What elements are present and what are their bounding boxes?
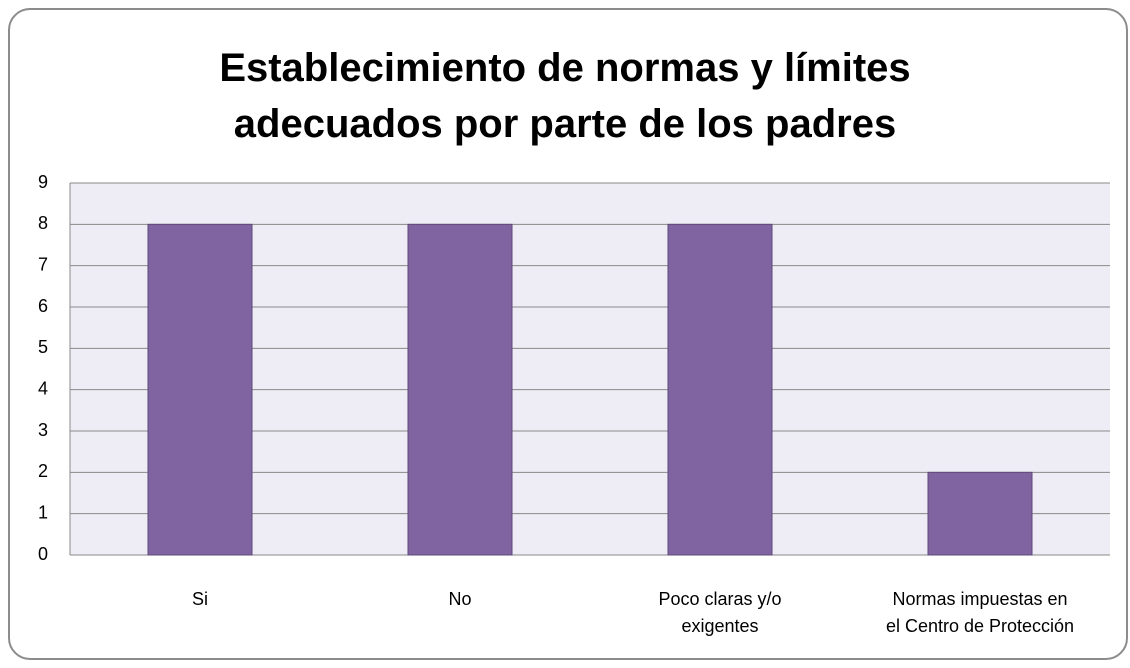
y-tick-label: 2 (38, 461, 48, 481)
y-tick-label: 9 (38, 172, 48, 192)
y-tick-label: 7 (38, 254, 48, 274)
y-tick-label: 8 (38, 213, 48, 233)
x-tick-label: No (448, 589, 472, 609)
bar (667, 223, 773, 556)
bar (407, 223, 513, 556)
y-tick-label: 0 (38, 544, 48, 564)
y-tick-label: 6 (38, 296, 48, 316)
x-tick-label: Si (191, 589, 208, 609)
bar (927, 471, 1033, 556)
y-tick-label: 1 (38, 502, 48, 522)
y-tick-label: 5 (38, 337, 48, 357)
bar (147, 223, 253, 556)
chart-title: Establecimiento de normas y límites adec… (219, 46, 911, 146)
x-tick-label: Normas impuestas en el Centro de Protecc… (885, 589, 1075, 636)
y-tick-label: 3 (38, 420, 48, 440)
y-tick-label: 4 (38, 378, 48, 398)
x-tick-label: Poco claras y/o exigentes (658, 589, 782, 636)
